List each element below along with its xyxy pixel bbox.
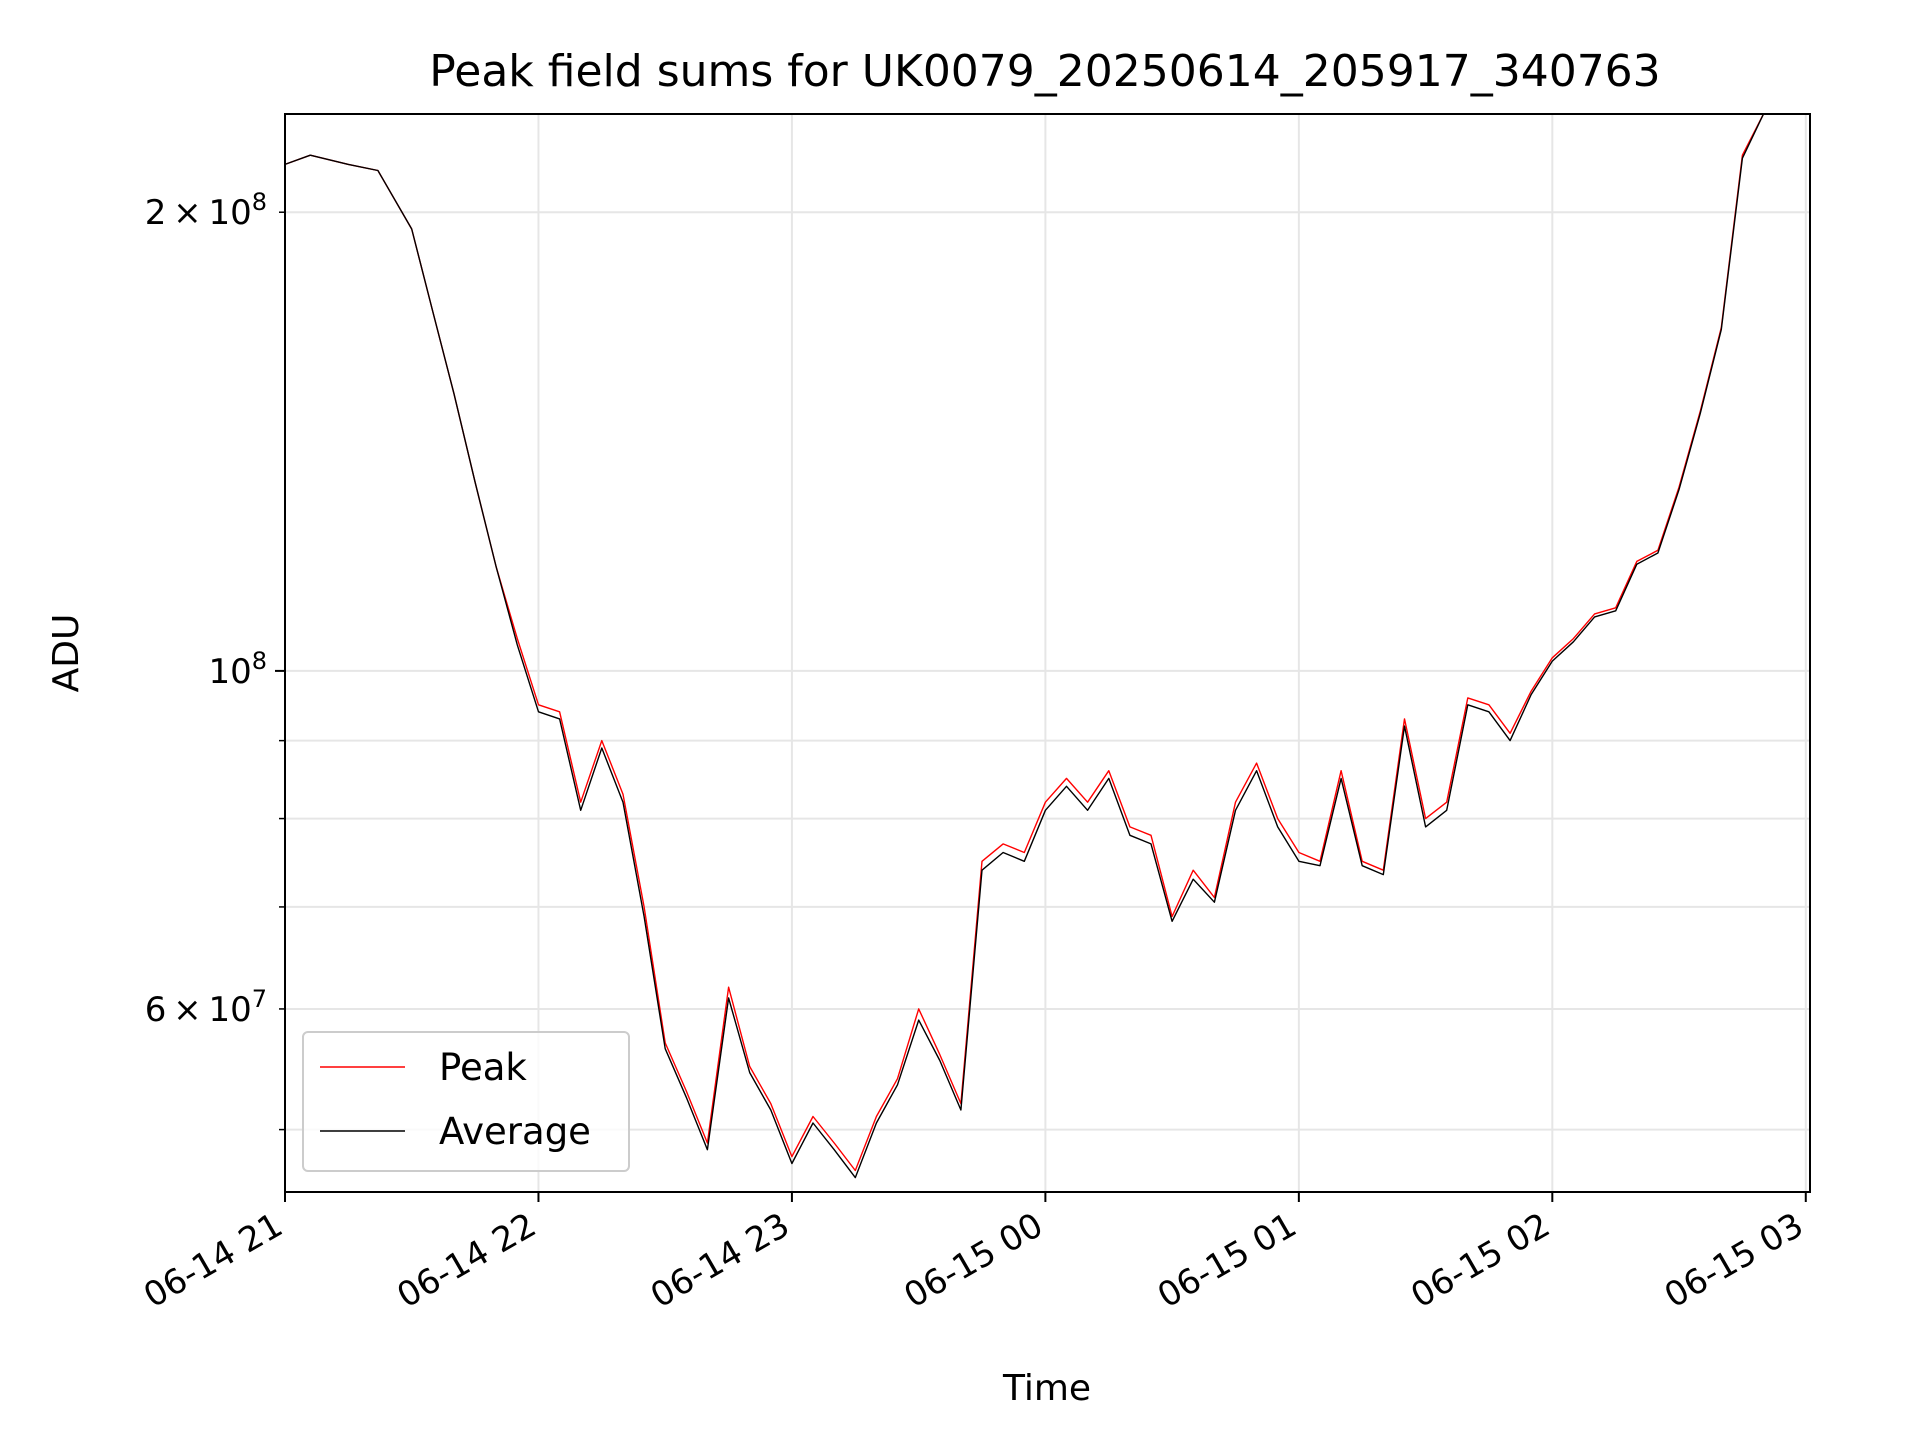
legend-label-peak: Peak [439,1046,527,1089]
series-line-peak [284,113,1765,1172]
gridlines [284,114,1810,1192]
y-tick-label: 6 × 107 [145,985,267,1030]
x-axis-label: Time [1002,1368,1091,1409]
y-axis: 2 × 108 108 6 × 107 [145,188,285,1131]
y-axis-label: ADU [46,614,87,693]
y-tick-label: 2 × 108 [145,188,267,233]
legend-label-average: Average [439,1110,591,1153]
chart-title: Peak field sums for UK0079_20250614_2059… [429,46,1660,97]
series-layer [284,113,1765,1179]
y-tick-label: 108 [208,647,267,692]
plot-frame [284,113,1811,1193]
series-line-average [284,113,1765,1179]
legend: Peak Average [302,1031,630,1172]
